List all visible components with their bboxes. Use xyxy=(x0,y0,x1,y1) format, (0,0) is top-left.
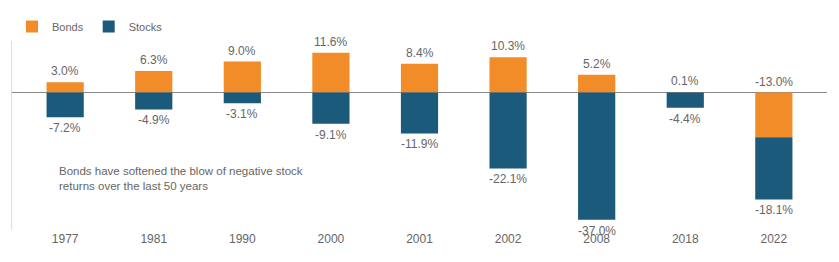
svg-text:-37.0%: -37.0% xyxy=(578,224,616,238)
svg-text:2008: 2008 xyxy=(583,232,610,246)
svg-text:2022: 2022 xyxy=(760,232,787,246)
svg-text:9.0%: 9.0% xyxy=(228,44,256,58)
svg-text:Bonds have softened the blow o: Bonds have softened the blow of negative… xyxy=(59,165,303,192)
svg-text:2000: 2000 xyxy=(318,232,345,246)
svg-text:-22.1%: -22.1% xyxy=(489,172,527,186)
svg-text:2001: 2001 xyxy=(406,232,433,246)
svg-text:1990: 1990 xyxy=(229,232,256,246)
svg-text:-18.1%: -18.1% xyxy=(755,203,793,217)
svg-text:5.2%: 5.2% xyxy=(583,57,611,71)
svg-text:2018: 2018 xyxy=(672,232,699,246)
svg-text:Bonds: Bonds xyxy=(52,21,84,33)
svg-text:-9.1%: -9.1% xyxy=(315,128,347,142)
svg-text:1977: 1977 xyxy=(52,232,79,246)
svg-text:-13.0%: -13.0% xyxy=(755,75,793,89)
svg-text:0.1%: 0.1% xyxy=(671,74,699,88)
svg-text:8.4%: 8.4% xyxy=(406,46,434,60)
svg-text:6.3%: 6.3% xyxy=(140,53,168,67)
svg-text:1981: 1981 xyxy=(140,232,167,246)
svg-text:-11.9%: -11.9% xyxy=(401,137,438,151)
svg-text:Stocks: Stocks xyxy=(129,21,163,33)
svg-text:2002: 2002 xyxy=(495,232,522,246)
svg-text:11.6%: 11.6% xyxy=(314,35,347,49)
svg-text:3.0%: 3.0% xyxy=(51,64,79,78)
svg-text:-3.1%: -3.1% xyxy=(226,107,258,121)
svg-text:-4.4%: -4.4% xyxy=(669,112,701,126)
svg-text:-7.2%: -7.2% xyxy=(49,121,81,135)
svg-text:10.3%: 10.3% xyxy=(491,39,525,53)
svg-text:-4.9%: -4.9% xyxy=(138,113,170,127)
